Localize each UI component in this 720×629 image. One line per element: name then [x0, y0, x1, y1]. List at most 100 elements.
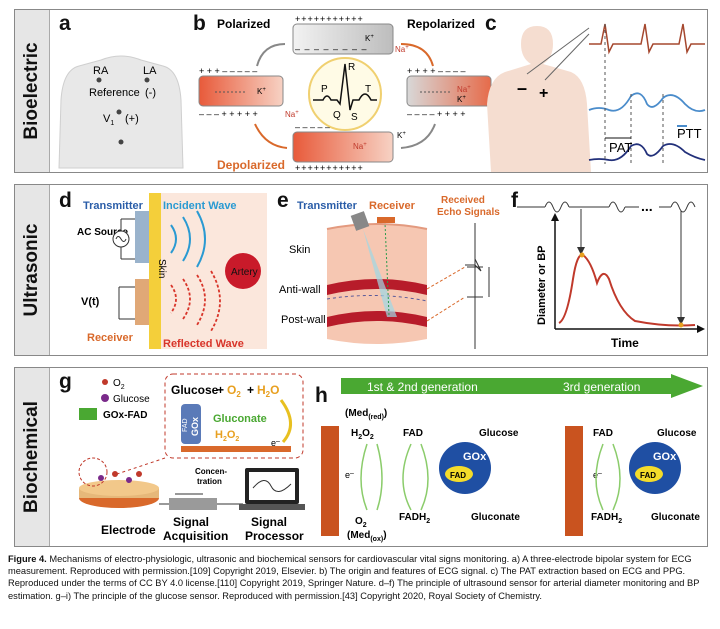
echo-label: Received Echo Signals: [437, 195, 500, 218]
f-ylabel: Diameter or BP: [536, 246, 548, 325]
g-e-minus: e–: [271, 438, 280, 448]
h-h2o2: H2O2: [351, 428, 374, 441]
panel-label-bioelectric: Bioelectric: [15, 10, 50, 172]
la-label: LA: [143, 65, 157, 77]
signal-processor-label: Signal Processor: [245, 515, 304, 543]
h-fad-left: FAD: [403, 428, 423, 439]
f-dots: ...: [641, 198, 653, 214]
g-gluconate: Gluconate: [213, 413, 267, 425]
h-gluconate-left: Gluconate: [471, 512, 520, 523]
ecg-r: R: [348, 62, 355, 73]
reflected-wave-label: Reflected Wave: [163, 338, 244, 350]
v1-plus-label: (+): [125, 113, 139, 125]
c-minus: –: [517, 78, 527, 98]
left-k: K+: [257, 87, 266, 96]
svg-text:– – – – – – – –: – – – – – – – –: [295, 44, 368, 54]
gen3-label: 3rd generation: [563, 380, 640, 394]
h-gox-right: GOx: [653, 451, 677, 463]
g-gox-fad-label: GOx-FAD: [103, 410, 147, 421]
top-na: Na+: [395, 45, 409, 54]
svg-text:+++++++++++: +++++++++++: [295, 163, 364, 172]
svg-text:+: +: [247, 383, 254, 397]
subfig-a-letter: a: [59, 12, 71, 35]
panel-bioelectric: Bioelectric a RA LA Reference (-) V1 (+)…: [14, 9, 708, 173]
artery-label: Artery: [231, 267, 258, 278]
h-fad-right: FAD: [593, 428, 613, 439]
svg-text:+ + + + – – – –: + + + + – – – –: [407, 66, 466, 76]
caption-fig-label: Figure 4.: [8, 554, 47, 564]
panel-label-biochemical: Biochemical: [15, 368, 50, 546]
pat-label: PAT: [609, 140, 632, 155]
skin-label-d: Skin: [156, 259, 167, 278]
receiver-label-e: Receiver: [369, 200, 416, 212]
right-k: K+: [457, 95, 466, 104]
transmitter-label-e: Transmitter: [297, 200, 358, 212]
g-fad-chip: FAD: [182, 418, 189, 432]
glucose-sensor-diagram: O2 Glucose GOx-FAD Glucose + O2 + H2O FA…: [78, 373, 305, 543]
g-gox-chip: GOx: [190, 417, 200, 436]
skin-label-e: Skin: [289, 244, 310, 256]
g-o2-label: O2: [113, 378, 125, 391]
gen12-label: 1st & 2nd generation: [367, 380, 478, 394]
bottom-k: K+: [397, 131, 406, 140]
c-plus: +: [539, 85, 548, 102]
generation-diagram: 1st & 2nd generation 3rd generation (Med…: [321, 374, 703, 543]
panel-label-ultrasonic: Ultrasonic: [15, 185, 50, 355]
ultrasound-principle-diagram: Skin Transmitter Incident Wave AC Source…: [77, 193, 267, 350]
h-fad-chip-right: FAD: [640, 471, 656, 480]
h-fadh2-left: FADH2: [399, 512, 430, 525]
h-glucose-right: Glucose: [657, 428, 697, 439]
diameter-bp-plot: ... Diameter or BP Time: [517, 198, 705, 350]
pat-extraction-diagram: – + PAT PTT: [487, 23, 706, 172]
polarized-label: Polarized: [217, 17, 270, 31]
subfig-b-letter: b: [193, 12, 206, 35]
ac-source-label: AC Source: [77, 227, 129, 238]
h-gluconate-right: Gluconate: [651, 512, 700, 523]
subfig-c-letter: c: [485, 12, 497, 35]
ecg-s: S: [351, 112, 358, 123]
h-e-minus-right: e–: [593, 470, 602, 480]
h-e-minus-left: e–: [345, 470, 354, 480]
v1-label: V1: [103, 113, 114, 127]
svg-text:– – – – + + + +: – – – – + + + +: [407, 109, 466, 119]
svg-text:+ + + – – – – –: + + + – – – – –: [199, 66, 257, 76]
left-na: Na+: [285, 110, 299, 119]
torso-diagram: RA LA Reference (-) V1 (+): [58, 55, 184, 169]
top-k: K+: [365, 34, 374, 43]
svg-text:+++++++++++: +++++++++++: [295, 14, 364, 24]
echo-diagram: Transmitter Receiver Received Echo Signal…: [279, 195, 500, 349]
eq-o2: O2: [227, 383, 241, 399]
subfig-e-letter: e: [277, 189, 289, 212]
signal-acquisition-label: Signal Acquisition: [163, 515, 228, 543]
ecg-p: P: [321, 84, 328, 95]
eq-h2o: H2O: [257, 383, 279, 399]
electrode-label: Electrode: [101, 523, 156, 537]
h-fadh2-right: FADH2: [591, 512, 622, 525]
h-o2: O2: [355, 516, 367, 529]
reference-label: Reference: [89, 87, 140, 99]
figure-caption: Figure 4. Mechanisms of electro-physiolo…: [8, 553, 714, 602]
incident-wave-label: Incident Wave: [163, 200, 237, 212]
subfig-d-letter: d: [59, 189, 72, 212]
ecg-t: T: [365, 84, 371, 95]
subfig-f-letter: f: [511, 189, 518, 212]
h-med-red: (Med(red)): [345, 408, 387, 421]
depolarized-label: Depolarized: [217, 158, 285, 172]
caption-text: Mechanisms of electro-physiologic, ultra…: [8, 554, 700, 601]
anti-wall-label: Anti-wall: [279, 284, 321, 296]
la-minus-label: (-): [145, 87, 156, 99]
h-glucose-left: Glucose: [479, 428, 519, 439]
svg-text:– – – + + + + +: – – – + + + + +: [199, 109, 258, 119]
transmitter-label-d: Transmitter: [83, 200, 144, 212]
repolarized-label: Repolarized: [407, 17, 475, 31]
subfig-h-letter: h: [315, 384, 328, 407]
h-fad-chip-left: FAD: [450, 471, 466, 480]
ecg-origin-diagram: Polarized Repolarized +++++++++++ – – – …: [198, 14, 492, 172]
right-na: Na+: [457, 85, 471, 94]
ptt-label: PTT: [677, 126, 702, 141]
ra-label: RA: [93, 65, 109, 77]
panel-ultrasonic: Ultrasonic d Skin Transmitter Incident W…: [14, 184, 708, 356]
eq-glucose: Glucose: [171, 383, 219, 397]
f-xlabel: Time: [611, 336, 639, 350]
h-gox-left: GOx: [463, 451, 487, 463]
